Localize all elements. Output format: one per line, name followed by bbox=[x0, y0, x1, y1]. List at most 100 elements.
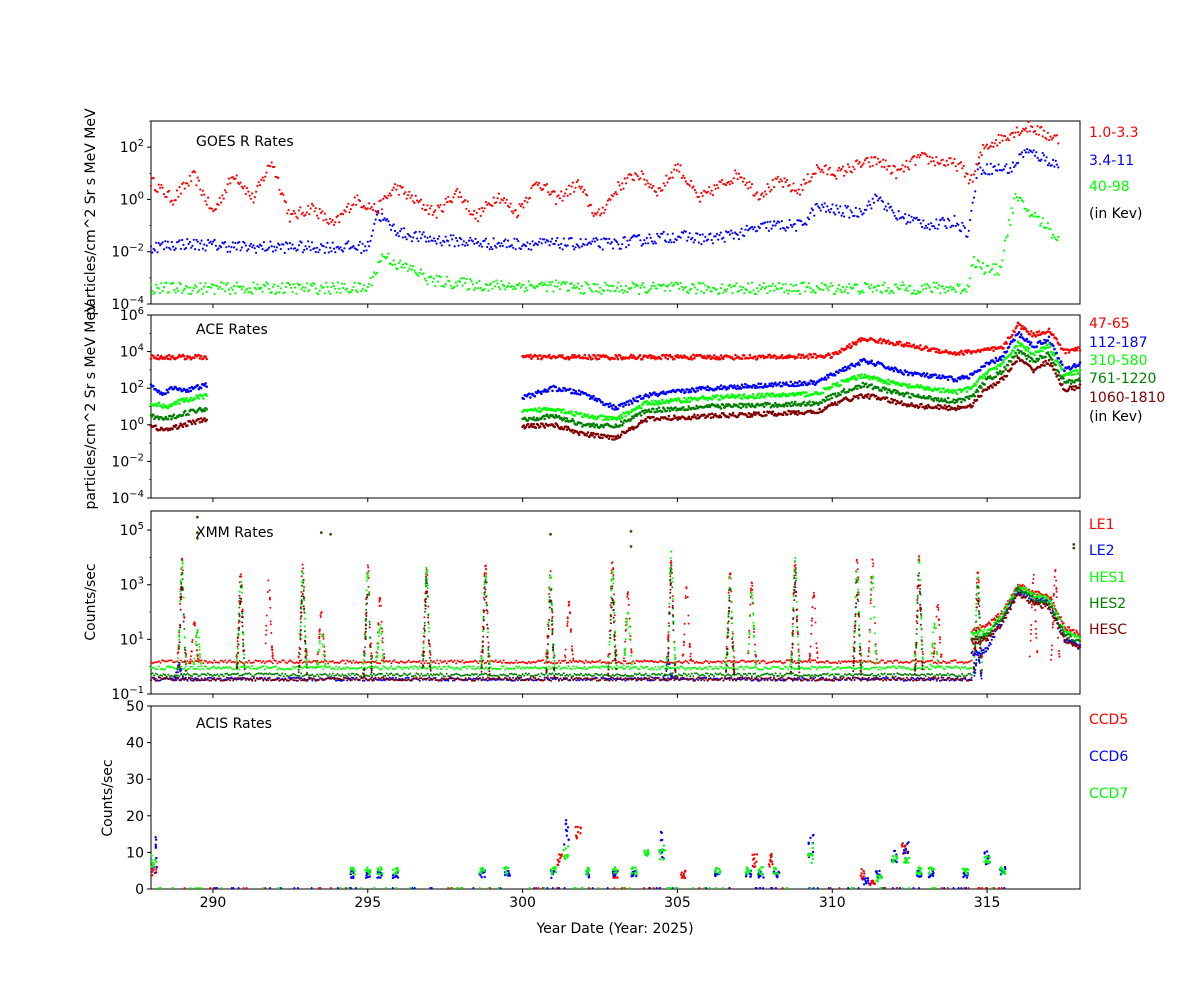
goes-point-3.4-11 bbox=[275, 249, 277, 251]
ace-point-112-187 bbox=[736, 385, 739, 388]
ace-point-47-65 bbox=[200, 355, 203, 358]
goes-point-40-98 bbox=[1017, 200, 1019, 202]
goes-point-1.0-3.3 bbox=[408, 191, 410, 193]
goes-point-3.4-11 bbox=[737, 234, 739, 236]
ace-point-112-187 bbox=[940, 377, 943, 380]
goes-point-1.0-3.3 bbox=[363, 205, 365, 207]
goes-point-40-98 bbox=[608, 285, 610, 287]
ace-point-310-580 bbox=[1053, 354, 1056, 357]
goes-point-1.0-3.3 bbox=[330, 221, 332, 223]
ace-point-47-65 bbox=[960, 350, 963, 353]
goes-point-3.4-11 bbox=[764, 221, 766, 223]
goes-point-3.4-11 bbox=[380, 220, 382, 222]
ace-point-1060-1810 bbox=[1043, 364, 1046, 367]
goes-point-1.0-3.3 bbox=[323, 219, 325, 221]
ace-point-112-187 bbox=[891, 368, 894, 371]
goes-point-40-98 bbox=[1009, 224, 1011, 226]
ace-point-310-580 bbox=[804, 395, 807, 398]
goes-point-3.4-11 bbox=[432, 240, 434, 242]
goes-point-3.4-11 bbox=[289, 242, 291, 244]
goes-point-1.0-3.3 bbox=[972, 181, 974, 183]
goes-point-3.4-11 bbox=[314, 247, 316, 249]
goes-point-40-98 bbox=[933, 282, 935, 284]
goes-point-1.0-3.3 bbox=[816, 164, 818, 166]
ace-point-310-580 bbox=[860, 373, 863, 376]
goes-point-1.0-3.3 bbox=[834, 175, 836, 177]
goes-point-1.0-3.3 bbox=[177, 196, 179, 198]
goes-point-40-98 bbox=[278, 291, 280, 293]
goes-point-3.4-11 bbox=[979, 166, 981, 168]
goes-point-40-98 bbox=[783, 291, 785, 293]
goes-point-1.0-3.3 bbox=[395, 189, 397, 191]
ace-point-1060-1810 bbox=[727, 416, 730, 419]
ace-point-47-65 bbox=[908, 342, 911, 345]
goes-panel-title: GOES R Rates bbox=[196, 134, 294, 150]
ace-point-1060-1810 bbox=[703, 413, 706, 416]
ace-point-47-65 bbox=[1048, 328, 1051, 331]
goes-point-40-98 bbox=[262, 291, 264, 293]
goes-point-40-98 bbox=[759, 284, 761, 286]
goes-point-1.0-3.3 bbox=[848, 166, 850, 168]
ace-point-112-187 bbox=[910, 372, 913, 375]
goes-point-1.0-3.3 bbox=[715, 188, 717, 190]
goes-point-1.0-3.3 bbox=[445, 198, 447, 200]
xmm-point-LE1 bbox=[212, 662, 214, 664]
goes-point-3.4-11 bbox=[770, 228, 772, 230]
goes-point-3.4-11 bbox=[606, 238, 608, 240]
goes-point-1.0-3.3 bbox=[747, 187, 749, 189]
goes-point-40-98 bbox=[842, 286, 844, 288]
ace-point-47-65 bbox=[713, 354, 716, 357]
ace-point-1060-1810 bbox=[817, 412, 820, 415]
goes-point-1.0-3.3 bbox=[717, 187, 719, 189]
goes-point-40-98 bbox=[460, 277, 462, 279]
goes-point-40-98 bbox=[306, 282, 308, 284]
goes-point-3.4-11 bbox=[171, 241, 173, 243]
goes-point-1.0-3.3 bbox=[644, 183, 646, 185]
ace-point-112-187 bbox=[569, 388, 572, 391]
goes-point-1.0-3.3 bbox=[1038, 134, 1040, 136]
ace-point-47-65 bbox=[850, 345, 853, 348]
goes-point-40-98 bbox=[975, 266, 977, 268]
goes-point-3.4-11 bbox=[288, 248, 290, 250]
ace-point-761-1220 bbox=[652, 408, 655, 411]
ace-point-47-65 bbox=[1034, 335, 1037, 338]
goes-point-1.0-3.3 bbox=[199, 188, 201, 190]
goes-point-1.0-3.3 bbox=[263, 179, 265, 181]
goes-point-1.0-3.3 bbox=[829, 167, 831, 169]
ace-point-1060-1810 bbox=[796, 413, 799, 416]
goes-point-3.4-11 bbox=[663, 231, 665, 233]
ace-point-112-187 bbox=[613, 408, 616, 411]
goes-point-3.4-11 bbox=[1042, 152, 1044, 154]
ace-point-310-580 bbox=[1024, 349, 1027, 352]
goes-point-3.4-11 bbox=[781, 220, 783, 222]
goes-point-3.4-11 bbox=[489, 248, 491, 250]
goes-point-3.4-11 bbox=[682, 232, 684, 234]
ace-point-310-580 bbox=[682, 400, 685, 403]
goes-point-40-98 bbox=[599, 287, 601, 289]
goes-point-1.0-3.3 bbox=[459, 191, 461, 193]
ace-point-112-187 bbox=[735, 388, 738, 391]
goes-point-40-98 bbox=[869, 287, 871, 289]
ace-point-1060-1810 bbox=[1044, 360, 1047, 363]
goes-point-1.0-3.3 bbox=[695, 192, 697, 194]
ace-point-1060-1810 bbox=[198, 418, 201, 421]
goes-point-3.4-11 bbox=[813, 215, 815, 217]
goes-point-1.0-3.3 bbox=[189, 175, 191, 177]
goes-point-3.4-11 bbox=[691, 237, 693, 239]
goes-point-1.0-3.3 bbox=[883, 166, 885, 168]
goes-point-3.4-11 bbox=[853, 215, 855, 217]
goes-point-1.0-3.3 bbox=[721, 179, 723, 181]
goes-point-40-98 bbox=[773, 290, 775, 292]
goes-point-1.0-3.3 bbox=[843, 175, 845, 177]
goes-point-3.4-11 bbox=[232, 241, 234, 243]
ace-point-47-65 bbox=[1067, 348, 1070, 351]
ace-point-112-187 bbox=[842, 367, 845, 370]
goes-point-40-98 bbox=[959, 283, 961, 285]
goes-point-1.0-3.3 bbox=[728, 181, 730, 183]
goes-point-40-98 bbox=[526, 289, 528, 291]
ace-point-1060-1810 bbox=[672, 418, 675, 421]
goes-point-3.4-11 bbox=[625, 246, 627, 248]
ace-point-310-580 bbox=[702, 395, 705, 398]
goes-point-1.0-3.3 bbox=[895, 177, 897, 179]
ace-point-47-65 bbox=[747, 357, 750, 360]
